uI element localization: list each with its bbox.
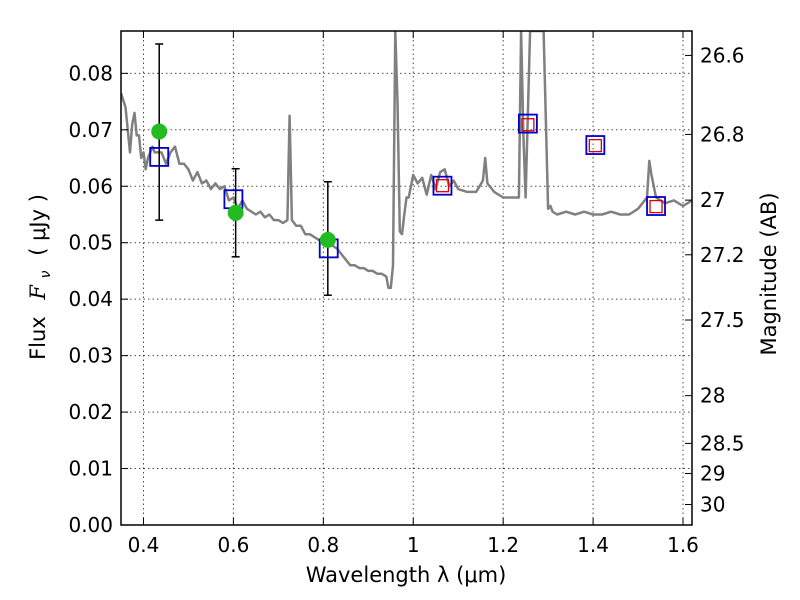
y-tick-label: 0.08: [68, 61, 113, 85]
spectrum-line: [121, 31, 692, 290]
observed-point: [319, 231, 336, 248]
model-red-square: [435, 179, 450, 193]
model-blue-square: [585, 135, 606, 155]
mag-tick-label: 27.5: [700, 308, 745, 332]
x-tick-label: 0.4: [128, 533, 160, 557]
mag-tick-label: 29: [700, 462, 725, 486]
mag-tick-label: 28: [700, 384, 725, 408]
plot-frame: [120, 30, 693, 526]
x-tick-label: 1.4: [577, 533, 609, 557]
y-tick-label: 0.07: [68, 118, 113, 142]
model-red-square: [521, 118, 535, 132]
mag-tick-label: 27: [700, 188, 725, 212]
x-tick-label: 0.6: [217, 533, 249, 557]
x-tick-label: 0.8: [307, 533, 339, 557]
mag-tick-label: 26.8: [700, 122, 745, 146]
model-red-square: [588, 138, 602, 153]
y-axis-label-unit: ( μJy ): [26, 194, 50, 256]
y-axis-label-subscript: ν: [38, 270, 54, 278]
observed-point: [227, 204, 244, 221]
model-blue-square: [149, 146, 170, 167]
ticks: 0.4 0.6 0.8 1 1.2 1.4 1.6 0.00 0.01 0.02 0.03 0.04 0…: [68, 31, 745, 557]
y-tick-label: 0.04: [68, 287, 113, 311]
y2-axis-label: Magnitude (AB): [757, 192, 781, 355]
model-blue-square: [646, 196, 666, 216]
observed-point: [151, 123, 168, 140]
x-tick-label: 1.2: [487, 533, 519, 557]
plot-area: [121, 31, 692, 296]
x-tick-label: 1: [407, 533, 420, 557]
y-tick-label: 0.01: [68, 457, 113, 481]
svg-text:Flux F ν ( μ: Flux F ν ( μJy ): [26, 194, 55, 360]
x-tick-label: 1.6: [667, 533, 699, 557]
model-red-square: [649, 199, 663, 214]
x-axis-label: Wavelength λ (μm): [306, 563, 507, 587]
y-tick-label: 0.00: [68, 513, 113, 537]
mag-tick-label: 26.6: [700, 43, 745, 67]
y-tick-label: 0.02: [68, 400, 113, 424]
model-blue-square: [517, 113, 538, 134]
y-axis-label-symbol: F: [26, 284, 50, 301]
grid: [121, 31, 692, 526]
mag-tick-label: 30: [700, 493, 725, 517]
y-tick-label: 0.05: [68, 231, 113, 255]
y-tick-label: 0.03: [68, 344, 113, 368]
y-tick-label: 0.06: [68, 174, 113, 198]
mag-tick-label: 28.5: [700, 431, 745, 455]
model-blue-square: [432, 175, 453, 196]
y-axis-label: Flux F ν ( μJy ): [26, 194, 55, 360]
mag-tick-label: 27.2: [700, 243, 745, 267]
y-axis-label-text: Flux: [26, 316, 50, 360]
